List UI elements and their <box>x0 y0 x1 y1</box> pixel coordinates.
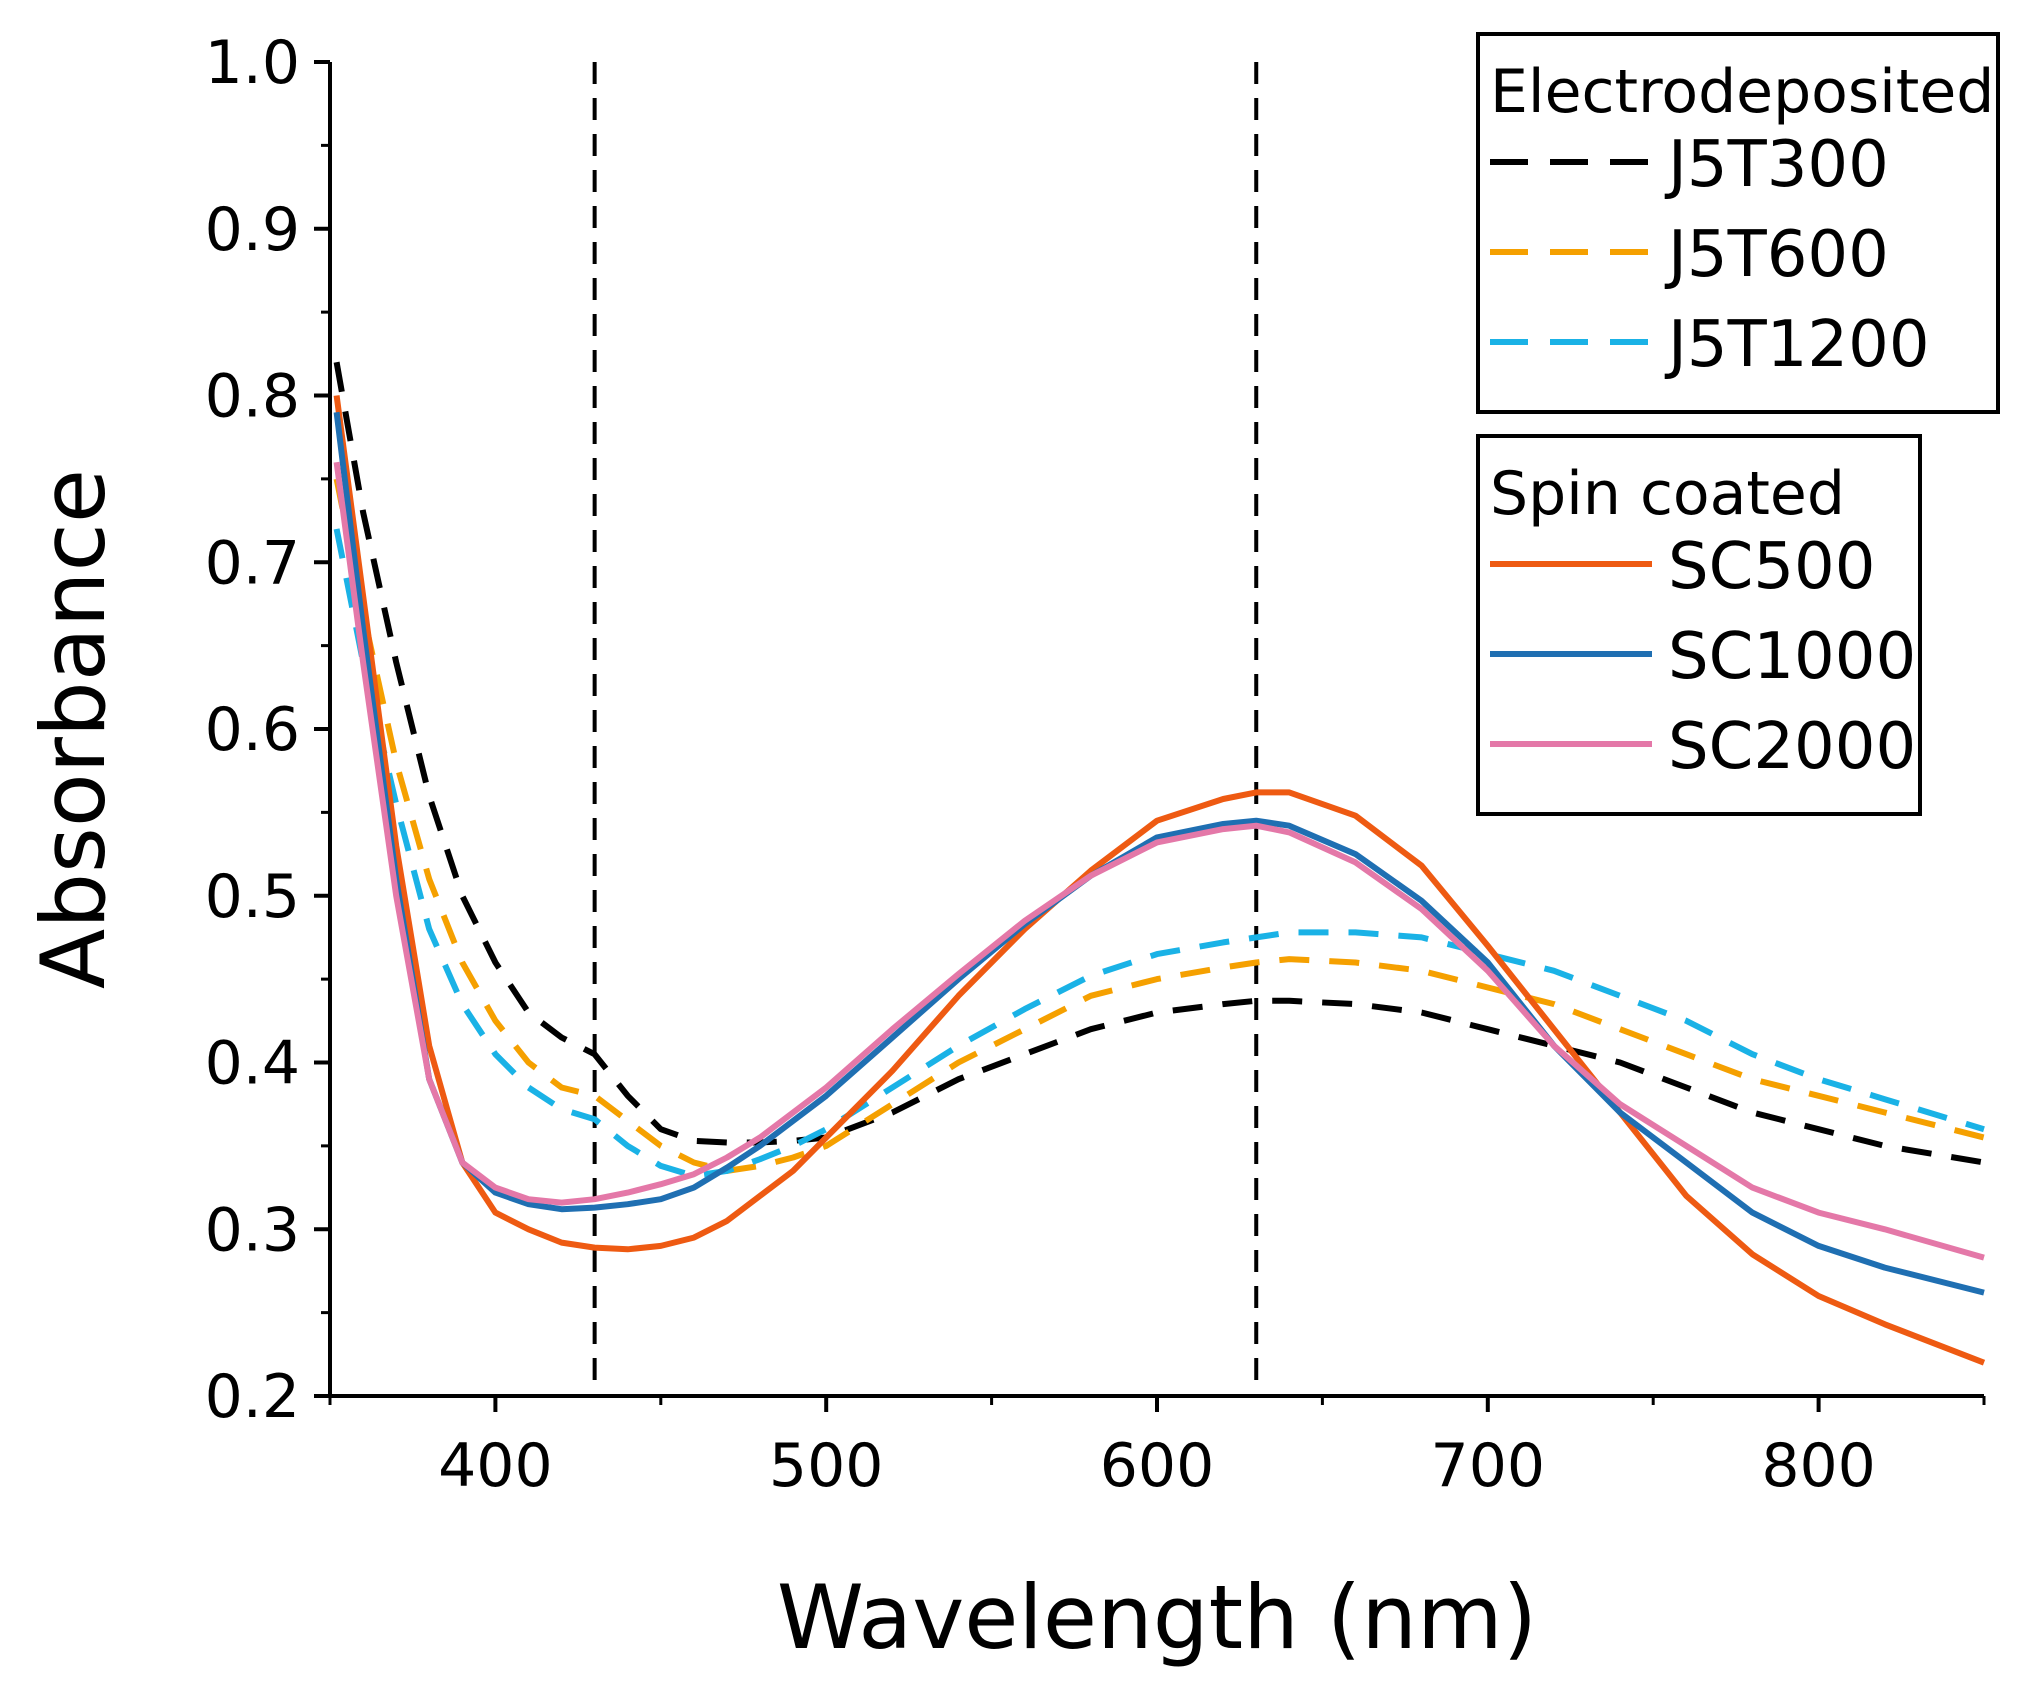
legend-label-sc500: SC500 <box>1668 530 1875 604</box>
series-line-j5t1200 <box>333 528 1985 1179</box>
reference-lines <box>592 62 1259 1396</box>
x-tick-label: 700 <box>1431 1431 1546 1501</box>
legend-spin-coated: Spin coated SC500 SC1000 SC2000 <box>1476 434 1922 816</box>
y-tick-label: 0.6 <box>205 695 300 765</box>
legend-items-electrodeposited: J5T300 J5T600 J5T1200 <box>1490 128 1930 382</box>
y-tick-label: 0.9 <box>205 195 300 265</box>
y-tick-label: 0.8 <box>205 362 300 432</box>
series-line-j5t600 <box>333 478 1985 1174</box>
legend-box-spin-coated <box>1476 434 1922 816</box>
legend-label-sc1000: SC1000 <box>1668 620 1916 694</box>
legend-box-electrodeposited <box>1476 32 2000 414</box>
x-tick-label: 500 <box>769 1431 884 1501</box>
legend-title-electrodeposited: Electrodeposited <box>1490 57 1994 127</box>
x-tick-label: 400 <box>438 1431 553 1501</box>
y-tick-label: 0.7 <box>205 528 300 598</box>
data-series <box>333 361 1986 1366</box>
legend-label-j5t1200: J5T1200 <box>1664 308 1930 382</box>
legend-label-sc2000: SC2000 <box>1668 710 1916 784</box>
x-axis-title: Wavelength (nm) <box>777 1566 1537 1669</box>
series-line-j5t300 <box>333 361 1985 1166</box>
legend-label-j5t600: J5T600 <box>1664 218 1889 292</box>
y-tick-label: 1.0 <box>205 28 300 98</box>
x-tick-label: 600 <box>1100 1431 1215 1501</box>
legend-electrodeposited: Electrodeposited J5T300 J5T600 J5T1200 <box>1476 32 2000 414</box>
y-tick-label: 0.3 <box>205 1195 300 1265</box>
y-axis-title: Absorbance <box>22 469 125 989</box>
axis-ticks <box>314 60 1986 1412</box>
y-tick-label: 0.4 <box>205 1029 300 1099</box>
y-tick-labels: 0.2 0.3 0.4 0.5 0.6 0.7 0.8 0.9 1.0 <box>205 28 300 1432</box>
series-line-sc2000 <box>333 461 1985 1261</box>
series-line-sc1000 <box>333 411 1985 1296</box>
series-line-sc500 <box>333 395 1986 1366</box>
legend-title-spin-coated: Spin coated <box>1490 459 1845 529</box>
y-tick-label: 0.2 <box>205 1362 300 1432</box>
x-tick-label: 800 <box>1761 1431 1876 1501</box>
y-tick-label: 0.5 <box>205 862 300 932</box>
x-tick-labels: 400 500 600 700 800 <box>438 1431 1876 1501</box>
legend-label-j5t300: J5T300 <box>1664 128 1889 202</box>
legend-items-spin-coated: SC500 SC1000 SC2000 <box>1490 530 1916 784</box>
